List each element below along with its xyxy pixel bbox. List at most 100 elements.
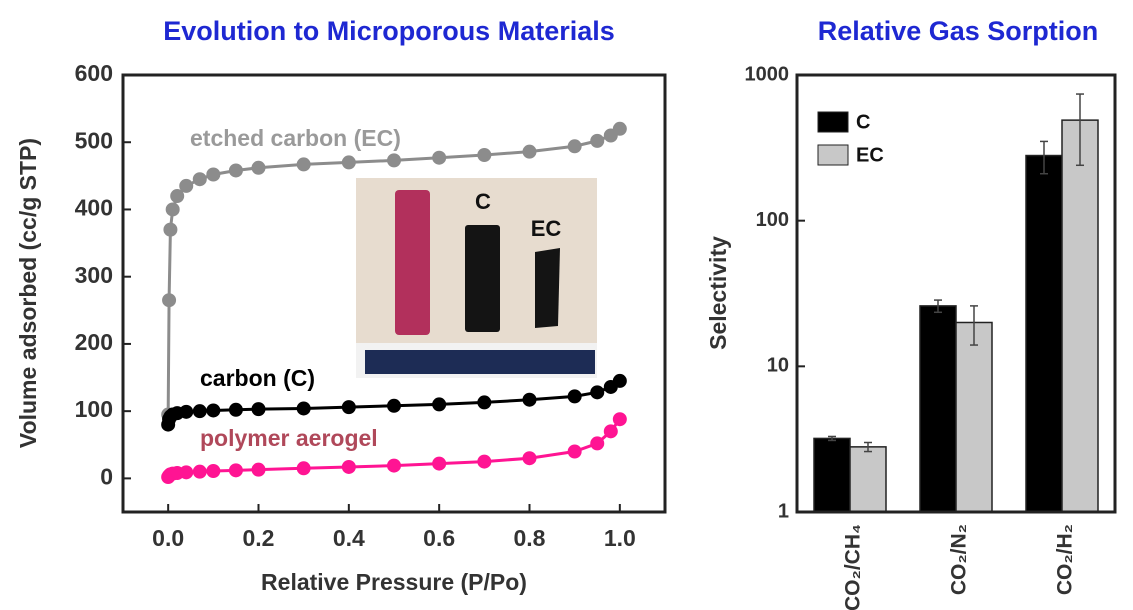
x-tick-label: CO₂/H₂ [1054,524,1077,595]
data-point [387,398,401,413]
data-point [477,395,492,410]
data-point [206,403,221,418]
x-tick-label: 0.4 [333,525,365,551]
carbon-sample [465,225,500,332]
data-point [522,392,537,407]
y-tick-label: 10 [767,355,789,377]
x-axis-label: Relative Pressure (P/Po) [261,569,527,595]
data-point [251,160,266,175]
data-point [477,148,492,163]
bar [1025,154,1063,513]
data-point [179,404,194,419]
data-point [192,464,207,479]
data-point [590,436,605,451]
series-label: carbon (C) [200,365,315,391]
y-tick-label: 1 [778,500,789,522]
bar [849,446,887,513]
y-tick-label: 500 [75,127,113,153]
data-point [228,163,243,178]
data-point [296,157,311,172]
data-point [590,133,605,148]
error-bar [864,441,872,453]
y-tick-label: 300 [75,262,113,288]
data-point [206,167,221,182]
data-point [296,461,311,476]
data-point [228,402,243,417]
data-point [341,459,356,474]
y-tick-label: 100 [756,209,789,231]
data-point [477,454,492,469]
error-bar [970,305,978,346]
data-point [170,189,185,204]
data-point [522,451,537,466]
inset-photo: C EC [356,178,597,378]
data-point [603,424,618,439]
bar [1061,119,1099,513]
x-tick-label: 1.0 [604,525,636,551]
x-tick-label: CO₂/CH₄ [842,524,865,610]
x-tick-label: 0.6 [423,525,455,551]
data-point [522,144,537,159]
data-point [567,139,582,154]
data-point [612,121,627,136]
bar [813,437,851,513]
series-label: etched carbon (EC) [190,125,401,151]
x-tick-label: 0.2 [243,525,275,551]
data-point [341,155,356,170]
y-axis-label: Volume adsorbed (cc/g STP) [15,138,41,448]
right-title: Relative Gas Sorption [818,16,1099,46]
y-tick-label: 200 [75,329,113,355]
legend-label: EC [856,144,884,166]
y-tick-label: 400 [75,195,113,221]
data-point [296,401,311,416]
y-tick-label: 600 [75,60,113,86]
etched-sample [535,248,560,328]
data-point [387,153,401,168]
data-point [590,385,605,400]
data-point [432,150,447,165]
error-bar [1040,140,1048,175]
legend-swatch [817,111,849,133]
data-point [341,400,356,415]
data-point [165,202,180,217]
y-tick-label: 1000 [745,63,790,85]
data-point [206,463,221,478]
inset-label: EC [531,216,562,241]
series-label: polymer aerogel [200,425,378,451]
data-point [387,458,401,473]
bar [919,305,957,513]
error-bar [828,435,836,442]
y-tick-label: 0 [100,463,113,489]
data-point [432,397,447,412]
x-tick-label: CO₂/N₂ [948,524,971,595]
legend-swatch [817,144,849,166]
ruler [365,350,595,374]
data-point [567,444,582,459]
data-point [251,462,266,477]
x-tick-label: 0.8 [514,525,546,551]
error-bar [1076,93,1084,167]
plot-frame [795,73,1117,514]
data-point [251,402,266,417]
legend-label: C [856,111,870,133]
y-tick-label: 100 [75,396,113,422]
data-point [162,293,177,308]
left-title: Evolution to Microporous Materials [163,16,615,46]
bar [955,321,993,513]
data-point [163,222,178,237]
y-axis-label: Selectivity [705,236,731,350]
data-point [179,465,194,480]
data-point [612,412,627,427]
inset-label: C [475,189,491,214]
x-tick-label: 0.0 [152,525,184,551]
data-point [192,404,207,419]
data-point [192,172,207,187]
data-point [567,389,582,404]
plot-frame [121,73,667,514]
data-point [432,456,447,471]
data-point [228,463,243,478]
error-bar [934,299,942,314]
polymer-sample [395,190,430,335]
data-point [179,178,194,193]
